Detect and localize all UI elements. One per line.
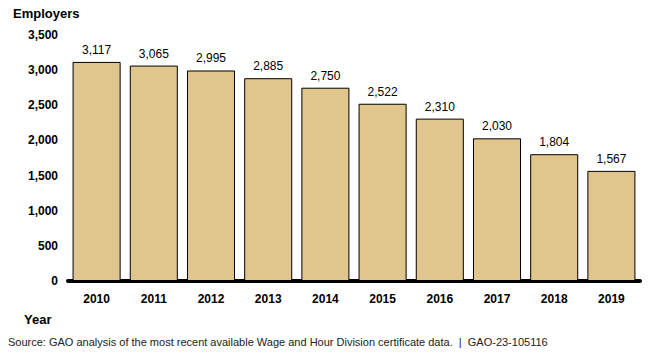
svg-text:2016: 2016 — [426, 292, 453, 306]
svg-text:0: 0 — [51, 274, 58, 288]
svg-text:Source: GAO analysis of the mo: Source: GAO analysis of the most recent … — [8, 336, 548, 348]
svg-text:2,000: 2,000 — [28, 133, 58, 147]
svg-text:3,065: 3,065 — [139, 47, 169, 61]
svg-text:1,500: 1,500 — [28, 169, 58, 183]
svg-text:2014: 2014 — [312, 292, 339, 306]
svg-text:1,000: 1,000 — [28, 204, 58, 218]
svg-text:2010: 2010 — [83, 292, 110, 306]
svg-text:3,117: 3,117 — [82, 43, 111, 57]
svg-text:Employers: Employers — [13, 6, 79, 21]
svg-text:3,000: 3,000 — [28, 63, 58, 77]
svg-text:2,310: 2,310 — [425, 100, 455, 114]
svg-text:2,995: 2,995 — [196, 51, 226, 65]
svg-text:2017: 2017 — [484, 292, 511, 306]
svg-text:500: 500 — [38, 239, 58, 253]
svg-text:2013: 2013 — [255, 292, 282, 306]
svg-text:2,500: 2,500 — [28, 98, 58, 112]
svg-text:Year: Year — [24, 312, 51, 327]
svg-text:1,804: 1,804 — [539, 135, 569, 149]
svg-text:3,500: 3,500 — [28, 28, 58, 42]
svg-text:2015: 2015 — [369, 292, 396, 306]
svg-text:2,030: 2,030 — [482, 119, 512, 133]
svg-text:2011: 2011 — [141, 292, 167, 306]
svg-text:2,750: 2,750 — [310, 69, 340, 83]
svg-text:1,567: 1,567 — [596, 152, 626, 166]
svg-text:2,885: 2,885 — [253, 59, 283, 73]
svg-text:2,522: 2,522 — [368, 85, 398, 99]
svg-text:2012: 2012 — [198, 292, 225, 306]
svg-text:2018: 2018 — [541, 292, 568, 306]
svg-text:2019: 2019 — [598, 292, 625, 306]
